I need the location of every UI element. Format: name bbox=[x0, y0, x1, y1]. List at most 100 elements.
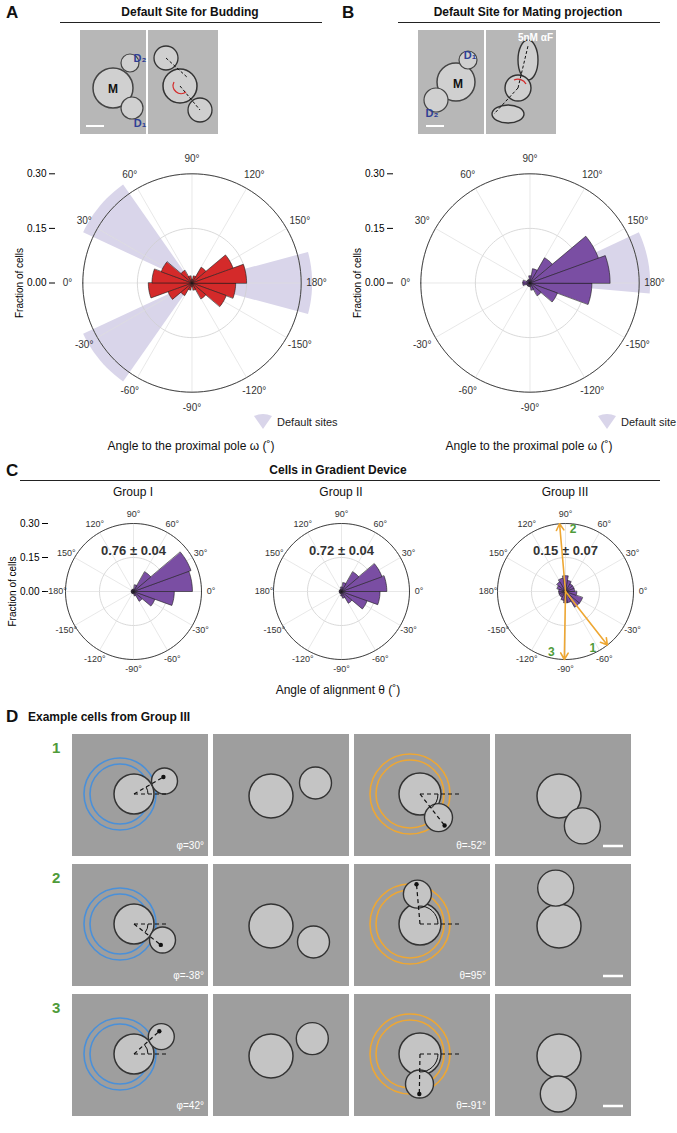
svg-text:60°: 60° bbox=[122, 169, 137, 180]
svg-text:-150°: -150° bbox=[488, 625, 510, 635]
svg-text:Fraction of cells: Fraction of cells bbox=[14, 248, 25, 318]
svg-text:-150°: -150° bbox=[626, 339, 650, 350]
svg-text:-60°: -60° bbox=[596, 654, 613, 664]
html-text:Default site: Default site bbox=[621, 416, 677, 428]
svg-text:180°: 180° bbox=[479, 586, 498, 596]
svg-text:0.76 ± 0.04: 0.76 ± 0.04 bbox=[101, 543, 167, 558]
svg-text:30°: 30° bbox=[415, 215, 430, 226]
svg-text:180°: 180° bbox=[255, 586, 274, 596]
svg-text:120°: 120° bbox=[582, 169, 603, 180]
svg-text:0.15 ± 0.07: 0.15 ± 0.07 bbox=[533, 543, 598, 558]
svg-text:120°: 120° bbox=[85, 519, 104, 529]
svg-text:30°: 30° bbox=[194, 548, 208, 558]
svg-text:0.15: 0.15 bbox=[20, 552, 40, 563]
html-text:A: A bbox=[6, 3, 19, 22]
html-text:D₂: D₂ bbox=[133, 52, 147, 64]
svg-text:-90°: -90° bbox=[125, 664, 142, 674]
svg-text:120°: 120° bbox=[517, 519, 536, 529]
svg-text:-150°: -150° bbox=[56, 625, 78, 635]
svg-text:0°: 0° bbox=[63, 277, 73, 288]
svg-text:0°: 0° bbox=[415, 586, 424, 596]
svg-text:-60°: -60° bbox=[372, 654, 389, 664]
html-text:Default Site for Mating projec: Default Site for Mating projection bbox=[433, 5, 623, 19]
svg-text:-90°: -90° bbox=[333, 664, 350, 674]
svg-text:-60°: -60° bbox=[459, 385, 477, 396]
svg-text:-30°: -30° bbox=[75, 339, 93, 350]
svg-text:Fraction of cells: Fraction of cells bbox=[7, 556, 18, 626]
html-text:Group III: Group III bbox=[541, 485, 589, 499]
svg-text:Fraction of cells: Fraction of cells bbox=[352, 248, 363, 318]
svg-text:30°: 30° bbox=[402, 548, 416, 558]
svg-text:0.30: 0.30 bbox=[27, 168, 47, 179]
svg-text:-30°: -30° bbox=[400, 625, 417, 635]
html-text:C: C bbox=[6, 461, 19, 480]
svg-text:-90°: -90° bbox=[183, 402, 201, 413]
html-text:Angle to the proximal pole ω (: Angle to the proximal pole ω (˚) bbox=[445, 439, 613, 453]
svg-text:120°: 120° bbox=[293, 519, 312, 529]
html-text:Angle to the proximal pole ω (: Angle to the proximal pole ω (˚) bbox=[107, 439, 275, 453]
svg-text:0.00: 0.00 bbox=[365, 277, 385, 288]
svg-text:0°: 0° bbox=[401, 277, 411, 288]
svg-text:150°: 150° bbox=[627, 215, 648, 226]
svg-text:0.72 ± 0.04: 0.72 ± 0.04 bbox=[309, 543, 375, 558]
svg-text:150°: 150° bbox=[57, 548, 76, 558]
svg-text:0.15: 0.15 bbox=[27, 223, 47, 234]
svg-text:150°: 150° bbox=[265, 548, 284, 558]
svg-text:60°: 60° bbox=[165, 519, 179, 529]
html-text:Example cells from Group III: Example cells from Group III bbox=[28, 710, 190, 724]
svg-text:-180°: -180° bbox=[45, 586, 67, 596]
svg-text:3: 3 bbox=[548, 645, 555, 659]
svg-text:-120°: -120° bbox=[516, 654, 538, 664]
html-text:Default sites: Default sites bbox=[277, 416, 338, 428]
svg-text:-120°: -120° bbox=[580, 385, 604, 396]
svg-text:-120°: -120° bbox=[242, 385, 266, 396]
svg-text:0°: 0° bbox=[207, 586, 216, 596]
svg-text:90°: 90° bbox=[127, 509, 141, 519]
html-text:φ=30°: φ=30° bbox=[176, 840, 204, 851]
svg-text:2: 2 bbox=[570, 522, 577, 536]
svg-text:-120°: -120° bbox=[292, 654, 314, 664]
svg-text:180°: 180° bbox=[306, 277, 327, 288]
svg-text:0.15: 0.15 bbox=[365, 223, 385, 234]
svg-text:-150°: -150° bbox=[264, 625, 286, 635]
svg-text:-30°: -30° bbox=[624, 625, 641, 635]
svg-text:-30°: -30° bbox=[413, 339, 431, 350]
svg-text:30°: 30° bbox=[626, 548, 640, 558]
html-text:D: D bbox=[6, 707, 19, 726]
html-text:5nM αF: 5nM αF bbox=[518, 32, 553, 43]
svg-text:150°: 150° bbox=[489, 548, 508, 558]
svg-text:30°: 30° bbox=[77, 215, 92, 226]
html-text:Angle of alignment θ (˚): Angle of alignment θ (˚) bbox=[275, 683, 401, 697]
html-text:D₂: D₂ bbox=[425, 107, 439, 119]
svg-text:0°: 0° bbox=[639, 586, 648, 596]
html-text:Group II: Group II bbox=[319, 485, 363, 499]
svg-text:60°: 60° bbox=[597, 519, 611, 529]
svg-text:120°: 120° bbox=[244, 169, 265, 180]
svg-text:90°: 90° bbox=[184, 153, 199, 164]
svg-text:60°: 60° bbox=[460, 169, 475, 180]
svg-text:-150°: -150° bbox=[288, 339, 312, 350]
svg-text:-30°: -30° bbox=[192, 625, 209, 635]
svg-text:180°: 180° bbox=[644, 277, 665, 288]
html-text:D₁: D₁ bbox=[463, 49, 477, 61]
html-text:Default Site for Budding: Default Site for Budding bbox=[121, 5, 259, 19]
svg-text:0.30: 0.30 bbox=[365, 168, 385, 179]
svg-text:60°: 60° bbox=[373, 519, 387, 529]
svg-text:90°: 90° bbox=[335, 509, 349, 519]
html-text:D₁: D₁ bbox=[133, 117, 147, 129]
html-text:B: B bbox=[342, 3, 355, 22]
svg-text:1: 1 bbox=[590, 641, 597, 655]
svg-text:0.30: 0.30 bbox=[20, 518, 40, 529]
html-text:Cells in Gradient Device: Cells in Gradient Device bbox=[269, 463, 407, 477]
svg-text:-60°: -60° bbox=[121, 385, 139, 396]
svg-text:0.00: 0.00 bbox=[20, 586, 40, 597]
svg-text:90°: 90° bbox=[559, 509, 573, 519]
svg-text:150°: 150° bbox=[289, 215, 310, 226]
svg-text:-60°: -60° bbox=[164, 654, 181, 664]
svg-text:0.00: 0.00 bbox=[27, 277, 47, 288]
svg-text:-90°: -90° bbox=[557, 664, 574, 674]
svg-text:-120°: -120° bbox=[84, 654, 106, 664]
html-text:Group I: Group I bbox=[113, 485, 153, 499]
svg-text:-90°: -90° bbox=[521, 402, 539, 413]
svg-text:90°: 90° bbox=[522, 153, 537, 164]
